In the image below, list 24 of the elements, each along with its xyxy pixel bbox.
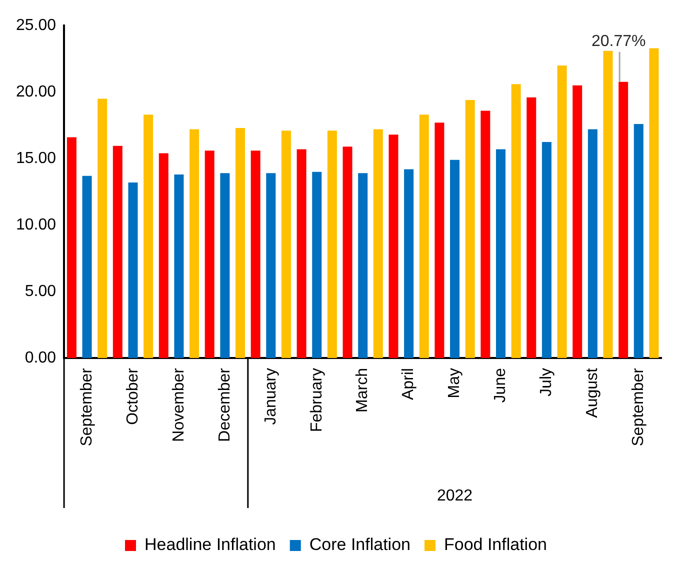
x-tick-label: January: [262, 368, 280, 425]
data-label: 20.77%: [591, 33, 646, 50]
y-tick-label: 25.00: [16, 17, 56, 34]
x-tick-label: April: [400, 368, 418, 400]
y-tick-label: 10.00: [16, 216, 56, 234]
x-tick-label: November: [170, 367, 188, 442]
x-tick-label: March: [354, 368, 372, 412]
text: 2022: [436, 487, 473, 504]
y-tick-label: 20.00: [16, 83, 56, 100]
legend-label: Core Inflation: [309, 535, 410, 554]
x-tick-label: July: [538, 368, 556, 396]
x-tick-label: September: [630, 367, 648, 446]
y-tick-label: 5.00: [24, 282, 56, 300]
x-tick-label: May: [446, 368, 464, 398]
legend-label: Headline Inflation: [144, 535, 276, 554]
x-tick-label: August: [584, 367, 602, 418]
x-tick-label: December: [216, 367, 234, 442]
x-tick-label: September: [78, 367, 96, 446]
y-tick-label: 15.00: [16, 150, 56, 167]
x-tick-label: February: [308, 368, 326, 432]
x-tick-label: June: [492, 368, 510, 403]
y-tick-label: 0.00: [24, 349, 56, 366]
legend-label: Food Inflation: [444, 535, 547, 554]
x-tick-label: October: [124, 367, 142, 425]
